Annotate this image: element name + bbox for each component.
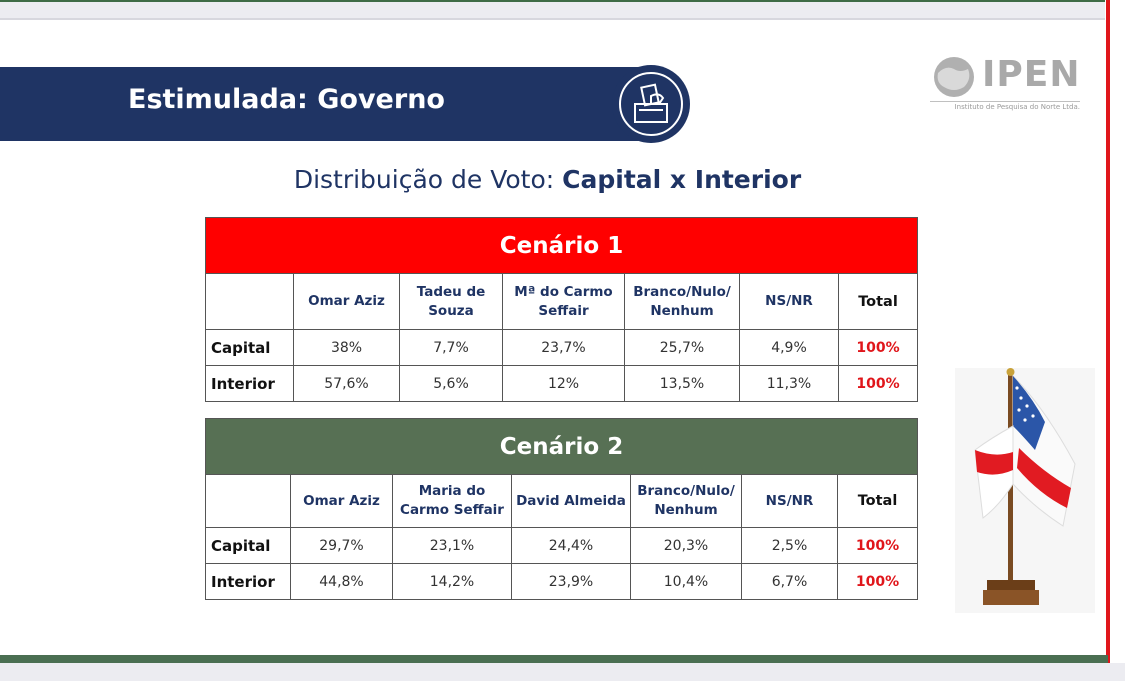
col-label: Maria do (418, 483, 486, 499)
row-label: Interior (205, 563, 291, 600)
col-label: Branco/Nulo/ (637, 483, 735, 499)
col-label: Branco/Nulo/ (633, 283, 731, 300)
col-label: Omar Aziz (308, 293, 385, 309)
top-bar (0, 0, 1105, 20)
cell: 7,7% (399, 329, 503, 366)
col-label: David Almeida (516, 492, 626, 509)
col-label: Seffair (538, 302, 589, 319)
cell: 38% (293, 329, 400, 366)
col-label: Nenhum (650, 302, 714, 319)
subtitle-plain: Distribuição de Voto: (293, 165, 563, 194)
col-label: Tadeu de (416, 283, 486, 300)
bottom-accent-line (0, 655, 1108, 663)
cell: 5,6% (399, 365, 503, 402)
table-row: Interior 57,6% 5,6% 12% 13,5% 11,3% 100% (205, 365, 918, 402)
col-label: NS/NR (765, 293, 813, 309)
scenario2-col-0: Omar Aziz (290, 474, 393, 528)
cell: 57,6% (293, 365, 400, 402)
row-label: Capital (205, 527, 291, 564)
cell: 6,7% (741, 563, 838, 600)
table-row: Capital 38% 7,7% 23,7% 25,7% 4,9% 100% (205, 329, 918, 366)
scenario1-header-row: Omar Aziz Tadeu de Souza Mª do Carmo Seffa… (205, 273, 918, 330)
right-accent-line (1106, 0, 1110, 681)
slide-subtitle: Distribuição de Voto: Capital x Interior (0, 165, 1095, 194)
cell: 23,7% (502, 329, 625, 366)
col-label: Souza (428, 302, 474, 319)
total-cell: 100% (837, 527, 918, 564)
cell: 12% (502, 365, 625, 402)
subtitle-bold: Capital x Interior (562, 165, 802, 194)
scenario1-col-1: Tadeu de Souza (399, 273, 503, 330)
scenario2-title: Cenário 2 (205, 418, 918, 475)
col-label: Nenhum (654, 502, 718, 518)
scenario1-table: Cenário 1 Omar Aziz Tadeu de Souza Mª do … (205, 217, 918, 402)
scenario2-corner-cell (205, 474, 291, 528)
col-label: NS/NR (765, 492, 814, 509)
cell: 4,9% (739, 329, 839, 366)
cell: 11,3% (739, 365, 839, 402)
amazonas-flag-icon (955, 368, 1095, 613)
cell: 25,7% (624, 329, 740, 366)
logo-name: IPEN (982, 54, 1081, 95)
top-accent-line (0, 0, 1105, 2)
scenario1-title: Cenário 1 (205, 217, 918, 274)
col-label: Omar Aziz (303, 492, 380, 509)
cell: 29,7% (290, 527, 393, 564)
scenario2-col-2: David Almeida (511, 474, 631, 528)
table-row: Interior 44,8% 14,2% 23,9% 10,4% 6,7% 10… (205, 563, 918, 600)
scenario2-table: Cenário 2 Omar Aziz Maria do Carmo Seffai… (205, 418, 918, 600)
ballot-box-icon (612, 65, 690, 143)
scenario1-corner-cell (205, 273, 294, 330)
cell: 24,4% (511, 527, 631, 564)
scenario1-col-3: Branco/Nulo/Nenhum (624, 273, 740, 330)
col-label: Mª do Carmo (514, 283, 613, 300)
cell: 23,1% (392, 527, 512, 564)
cell: 2,5% (741, 527, 838, 564)
ipen-logo (930, 55, 1080, 115)
cell: 20,3% (630, 527, 742, 564)
cell: 13,5% (624, 365, 740, 402)
row-label: Interior (205, 365, 294, 402)
total-cell: 100% (837, 563, 918, 600)
scenario1-col-0: Omar Aziz (293, 273, 400, 330)
scenario2-col-3: Branco/Nulo/Nenhum (630, 474, 742, 528)
scenario1-col-5: Total (838, 273, 918, 330)
total-cell: 100% (838, 329, 918, 366)
title-banner (0, 67, 660, 141)
row-label: Capital (205, 329, 294, 366)
logo-tagline: Instituto de Pesquisa do Norte Ltda. (930, 101, 1080, 111)
slide-title: Estimulada: Governo (128, 84, 445, 115)
scenario2-col-1: Maria do Carmo Seffair (392, 474, 512, 528)
scenario2-col-5: Total (837, 474, 918, 528)
total-cell: 100% (838, 365, 918, 402)
scenario2-header-row: Omar Aziz Maria do Carmo Seffair David Al… (205, 474, 918, 528)
scenario2-col-4: NS/NR (741, 474, 838, 528)
cell: 23,9% (511, 563, 631, 600)
scenario1-col-4: NS/NR (739, 273, 839, 330)
scenario1-col-2: Mª do Carmo Seffair (502, 273, 625, 330)
bottom-bar (0, 663, 1125, 681)
table-row: Capital 29,7% 23,1% 24,4% 20,3% 2,5% 100… (205, 527, 918, 564)
cell: 10,4% (630, 563, 742, 600)
cell: 14,2% (392, 563, 512, 600)
cell: 44,8% (290, 563, 393, 600)
col-label: Carmo Seffair (400, 502, 504, 518)
